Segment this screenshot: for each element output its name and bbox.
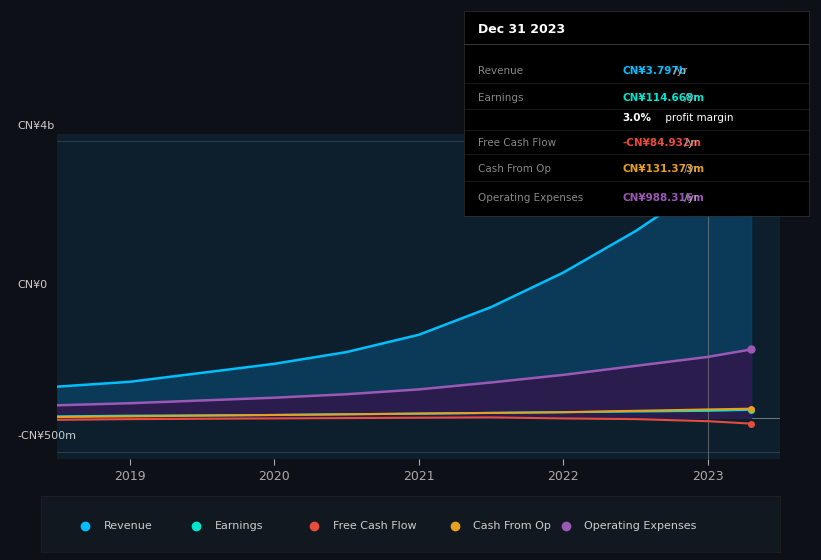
Text: CN¥3.797b: CN¥3.797b	[622, 67, 686, 76]
Text: Operating Expenses: Operating Expenses	[478, 193, 583, 203]
Text: Operating Expenses: Operating Expenses	[585, 521, 696, 531]
Text: Earnings: Earnings	[215, 521, 264, 531]
Text: -CN¥84.932m: -CN¥84.932m	[622, 138, 701, 148]
Text: 3.0%: 3.0%	[622, 114, 652, 123]
Text: /yr: /yr	[681, 138, 698, 148]
Text: Earnings: Earnings	[478, 93, 523, 103]
Text: /yr: /yr	[681, 193, 698, 203]
Text: /yr: /yr	[681, 93, 698, 103]
Text: Free Cash Flow: Free Cash Flow	[478, 138, 556, 148]
Text: Free Cash Flow: Free Cash Flow	[333, 521, 416, 531]
Text: /yr: /yr	[681, 165, 698, 175]
Text: CN¥0: CN¥0	[18, 281, 48, 291]
Text: /yr: /yr	[670, 67, 687, 76]
Text: CN¥131.373m: CN¥131.373m	[622, 165, 704, 175]
Text: -CN¥500m: -CN¥500m	[18, 431, 76, 441]
Text: Dec 31 2023: Dec 31 2023	[478, 24, 565, 36]
Text: Revenue: Revenue	[478, 67, 523, 76]
Text: Cash From Op: Cash From Op	[474, 521, 551, 531]
Text: Cash From Op: Cash From Op	[478, 165, 551, 175]
Text: profit margin: profit margin	[662, 114, 734, 123]
Text: CN¥988.316m: CN¥988.316m	[622, 193, 704, 203]
Text: Revenue: Revenue	[103, 521, 153, 531]
Text: CN¥114.668m: CN¥114.668m	[622, 93, 704, 103]
Text: CN¥4b: CN¥4b	[18, 122, 55, 132]
